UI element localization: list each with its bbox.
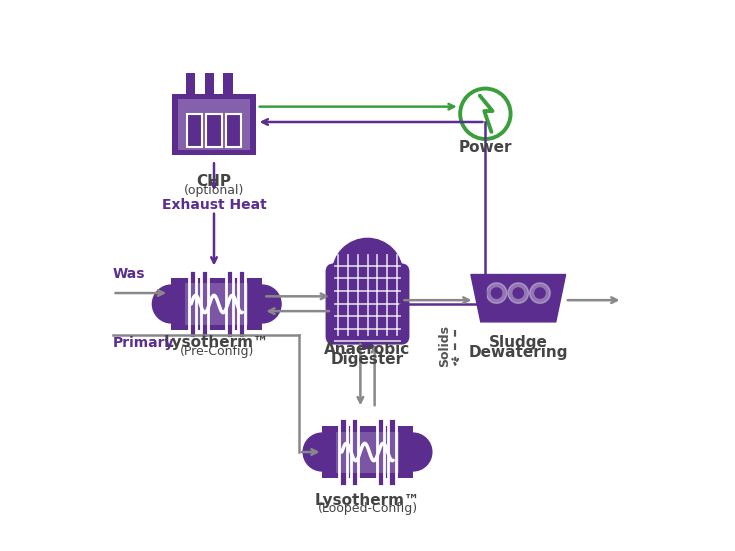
- FancyBboxPatch shape: [340, 418, 347, 485]
- FancyBboxPatch shape: [226, 114, 242, 147]
- FancyBboxPatch shape: [226, 271, 233, 338]
- FancyBboxPatch shape: [178, 99, 251, 150]
- Circle shape: [303, 433, 341, 471]
- Polygon shape: [471, 274, 566, 322]
- Text: (Looped-Config): (Looped-Config): [318, 503, 417, 516]
- Text: Solids: Solids: [438, 325, 451, 366]
- Circle shape: [394, 433, 432, 471]
- Circle shape: [332, 239, 403, 309]
- FancyBboxPatch shape: [206, 114, 222, 147]
- Text: Exhaust Heat: Exhaust Heat: [162, 198, 266, 212]
- Text: (Pre-Config): (Pre-Config): [179, 345, 254, 358]
- Text: Lysotherm™: Lysotherm™: [164, 334, 269, 350]
- Text: Was: Was: [112, 267, 145, 281]
- FancyBboxPatch shape: [223, 73, 233, 96]
- Circle shape: [535, 288, 545, 298]
- Text: Primary: Primary: [112, 336, 174, 350]
- FancyBboxPatch shape: [187, 114, 202, 147]
- Text: Digester: Digester: [331, 352, 404, 368]
- FancyBboxPatch shape: [322, 426, 413, 478]
- FancyBboxPatch shape: [362, 334, 373, 349]
- Text: Power: Power: [459, 139, 512, 154]
- FancyBboxPatch shape: [186, 73, 196, 96]
- FancyBboxPatch shape: [237, 271, 245, 338]
- FancyBboxPatch shape: [351, 418, 359, 485]
- FancyBboxPatch shape: [204, 73, 214, 96]
- Circle shape: [508, 283, 528, 304]
- Circle shape: [530, 283, 551, 304]
- FancyBboxPatch shape: [172, 94, 256, 155]
- Text: Dewatering: Dewatering: [468, 345, 568, 360]
- FancyBboxPatch shape: [336, 431, 399, 473]
- FancyBboxPatch shape: [185, 283, 248, 325]
- FancyBboxPatch shape: [171, 278, 262, 329]
- Text: Sludge: Sludge: [489, 334, 548, 350]
- Text: (optional): (optional): [184, 185, 244, 197]
- Circle shape: [152, 285, 190, 323]
- Circle shape: [492, 288, 502, 298]
- Text: Anaerobic: Anaerobic: [324, 342, 411, 358]
- Circle shape: [487, 283, 507, 304]
- Text: Lysotherm™: Lysotherm™: [315, 493, 420, 507]
- Text: CHP: CHP: [196, 174, 232, 189]
- FancyBboxPatch shape: [326, 263, 409, 344]
- Circle shape: [513, 288, 523, 298]
- Circle shape: [243, 285, 281, 323]
- FancyBboxPatch shape: [388, 418, 395, 485]
- FancyBboxPatch shape: [189, 271, 196, 338]
- FancyBboxPatch shape: [376, 418, 384, 485]
- FancyBboxPatch shape: [201, 271, 208, 338]
